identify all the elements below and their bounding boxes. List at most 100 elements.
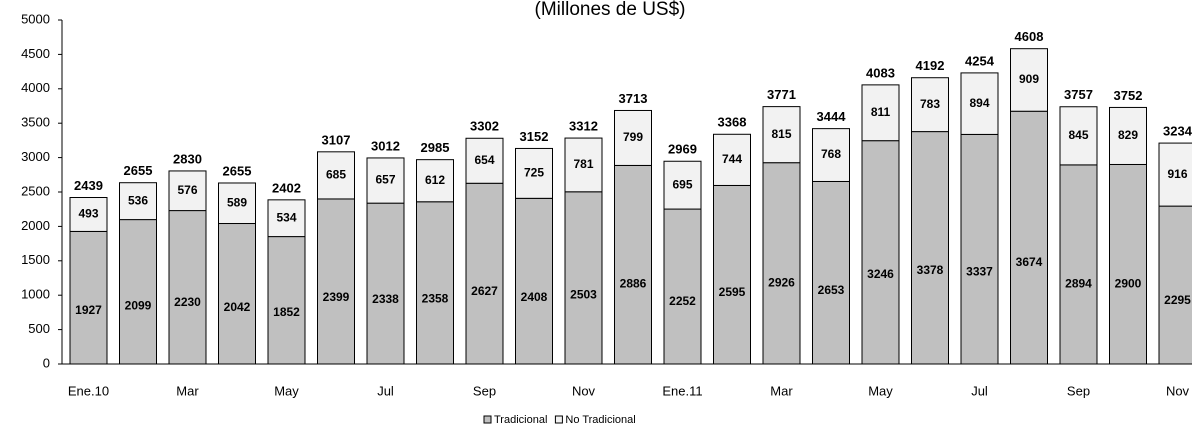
total-label: 2969 (668, 142, 697, 157)
y-tick-label: 4000 (21, 80, 50, 95)
y-tick-label: 0 (43, 355, 50, 370)
segment-label: 725 (524, 166, 544, 180)
y-tick-label: 1500 (21, 252, 50, 267)
segment-label: 783 (920, 97, 940, 111)
bar-segment (1158, 205, 1192, 365)
segment-label: 916 (1167, 167, 1187, 181)
bar-segment (861, 84, 900, 142)
total-label: 4192 (916, 58, 945, 73)
segment-label: 3378 (917, 263, 944, 277)
bar-segment (317, 151, 355, 200)
segment-label: 2099 (125, 298, 152, 312)
segment-label: 576 (177, 183, 197, 197)
bar-segment (1158, 142, 1192, 207)
bar-segment (69, 230, 108, 365)
x-tick-label: Nov (572, 383, 596, 398)
total-label: 3152 (520, 129, 549, 144)
bar-segment (1059, 106, 1098, 166)
x-tick-label: Sep (473, 383, 496, 398)
bar-segment (1109, 106, 1147, 165)
bar-segment (564, 137, 603, 193)
y-tick-label: 1000 (21, 287, 50, 302)
bar-segment (663, 160, 702, 210)
legend-swatch (554, 415, 563, 424)
bar-segment (515, 147, 553, 199)
bar-segment (960, 133, 999, 365)
bar-segment (515, 197, 553, 365)
segment-label: 534 (276, 210, 296, 224)
bar-segment (614, 164, 652, 365)
segment-label: 2295 (1164, 293, 1191, 307)
segment-label: 829 (1118, 128, 1138, 142)
total-label: 3771 (767, 87, 796, 102)
segment-label: 2627 (471, 284, 498, 298)
bar-segment (762, 106, 801, 164)
total-label: 4608 (1015, 29, 1044, 44)
y-tick-label: 500 (28, 321, 50, 336)
total-label: 2655 (223, 163, 252, 178)
segment-label: 2886 (620, 277, 647, 291)
segment-label: 493 (78, 207, 98, 221)
total-label: 3234 (1163, 124, 1192, 139)
total-label: 3713 (619, 91, 648, 106)
bar-segment (960, 72, 999, 135)
total-label: 4254 (965, 53, 995, 68)
x-tick-label: Jul (377, 383, 394, 398)
bar-segment (119, 219, 157, 365)
total-label: 3312 (569, 118, 598, 133)
segment-label: 2503 (570, 287, 597, 301)
bar-segment (218, 182, 256, 225)
bar-segment (812, 180, 850, 365)
bar-segment (69, 197, 108, 232)
y-tick-label: 4500 (21, 46, 50, 61)
segment-label: 1927 (75, 303, 102, 317)
segment-label: 2900 (1115, 276, 1142, 290)
segment-label: 781 (573, 157, 593, 171)
bar-segment (317, 198, 355, 365)
bar-segment (366, 202, 405, 365)
bar-segment (663, 208, 702, 365)
bar-segment (218, 223, 256, 365)
y-tick-label: 2500 (21, 183, 50, 198)
segment-label: 799 (623, 130, 643, 144)
total-label: 3107 (322, 132, 351, 147)
bar-segment (267, 199, 306, 238)
x-tick-label: Ene.10 (68, 383, 109, 398)
bar-segment (812, 128, 850, 182)
total-label: 3752 (1114, 88, 1143, 103)
x-tick-label: Jul (971, 383, 988, 398)
y-tick-label: 5000 (21, 11, 50, 26)
bar-segment (366, 157, 405, 204)
bar-segment (1010, 48, 1048, 112)
segment-label: 695 (672, 177, 692, 191)
segment-label: 657 (375, 173, 395, 187)
bar-segment (1059, 164, 1098, 365)
x-tick-label: Ene.11 (662, 383, 702, 398)
bar-segment (119, 182, 157, 221)
segment-label: 2653 (818, 283, 845, 297)
bar-segment (465, 137, 504, 184)
bar-segment (1109, 163, 1147, 365)
total-label: 2830 (173, 151, 202, 166)
x-tick-label: Sep (1067, 383, 1090, 398)
bar-segment (614, 109, 652, 166)
total-label: 3302 (470, 119, 499, 134)
segment-label: 845 (1068, 128, 1088, 142)
segment-label: 811 (871, 105, 891, 119)
segment-label: 3674 (1016, 255, 1043, 269)
bar-segment (564, 191, 603, 365)
segment-label: 815 (771, 127, 791, 141)
bar-segment (465, 182, 504, 365)
bar-segment (911, 77, 949, 133)
legend-swatch (483, 415, 492, 424)
segment-label: 589 (227, 195, 247, 209)
x-tick-label: Nov (1166, 383, 1190, 398)
total-label: 2402 (272, 180, 301, 195)
segment-label: 654 (474, 153, 494, 167)
x-tick-label: Mar (770, 383, 793, 398)
segment-label: 894 (969, 96, 989, 110)
bar-segment (416, 201, 454, 365)
bar-segment (168, 210, 207, 365)
segment-label: 685 (326, 168, 346, 182)
